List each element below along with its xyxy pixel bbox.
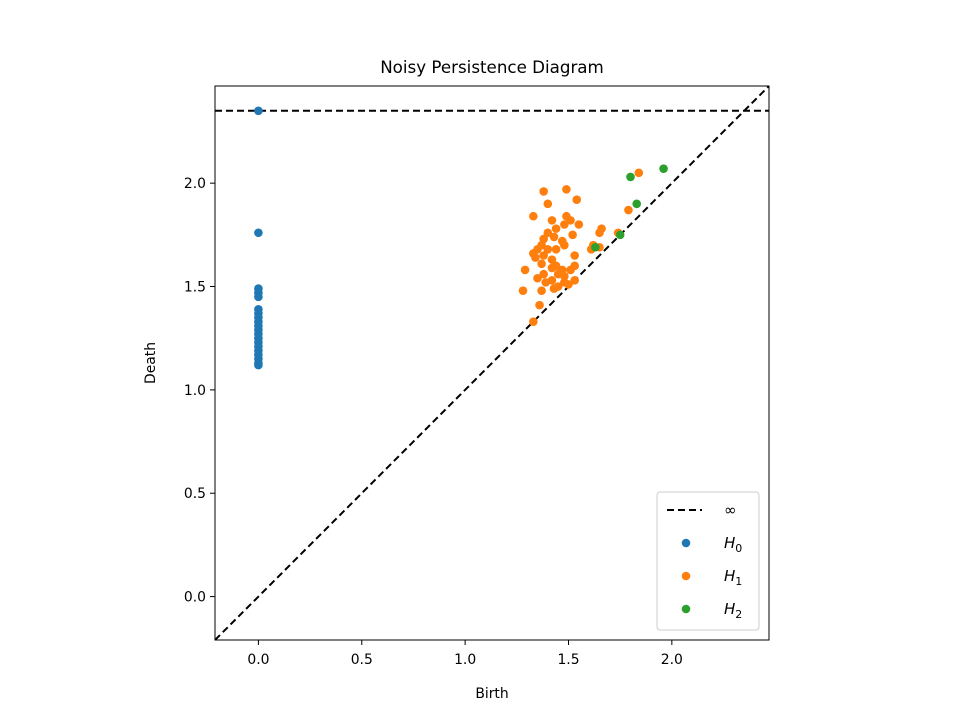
point-h1 [539,269,548,279]
point-h1 [539,187,548,196]
point-h1 [562,185,571,194]
point-h1 [549,284,559,293]
point-h1 [529,211,538,221]
point-h1 [568,230,577,240]
point-h1 [574,220,584,229]
series-h2 [591,164,668,252]
x-tick-label: 0.0 [247,652,269,668]
legend-point-swatch [681,571,691,581]
y-tick-label: 0.5 [184,486,206,502]
diagonal-line [215,86,769,640]
point-h2 [591,242,600,252]
point-h1 [572,195,582,204]
point-h1 [535,300,544,310]
point-h1 [570,276,579,285]
point-h1 [624,205,633,215]
x-tick-label: 0.5 [351,652,373,668]
point-h1 [547,216,557,225]
chart-title: Noisy Persistence Diagram [380,57,604,77]
point-h1 [543,245,553,254]
point-h2 [626,172,635,182]
point-h1 [547,255,557,264]
point-h2 [632,199,642,209]
y-axis-label: Death [143,342,159,384]
point-h1 [564,280,573,289]
x-tick-label: 2.0 [661,652,683,668]
point-h1 [547,263,557,273]
y-axis: 0.0 0.5 1.0 1.5 2.0 [184,176,215,606]
point-h0 [254,228,263,238]
point-h2 [615,230,625,240]
point-h1 [543,199,553,209]
point-h1 [560,240,569,250]
series-h1 [518,168,644,326]
point-h1 [595,228,604,238]
point-h0 [254,106,263,116]
x-axis-label: Birth [475,686,508,702]
axes-frame [214,85,770,641]
point-h1 [560,271,569,281]
point-h1 [518,286,528,295]
legend-point-swatch [681,604,691,614]
point-h1 [537,259,546,269]
x-tick-label: 1.0 [454,652,476,668]
legend-entry-label: H0 [724,534,742,555]
point-h1 [529,317,538,326]
point-h1 [533,273,542,283]
y-tick-label: 2.0 [184,176,206,192]
legend-box [656,491,760,631]
point-h1 [560,220,569,229]
point-h1 [570,261,579,271]
point-h1 [570,251,579,260]
point-h1 [551,224,561,233]
point-h0 [254,360,263,370]
y-tick-label: 1.5 [184,280,206,296]
point-h1 [539,251,548,260]
point-h1 [566,216,575,225]
point-h1 [541,278,551,287]
legend-point-swatch [681,538,691,548]
legend: ∞ H0 H1 H2 [656,491,760,631]
legend-entry-label: H2 [724,600,742,621]
point-h1 [537,286,546,295]
point-h1 [634,168,644,178]
point-h1 [543,228,553,238]
legend-entry-label: ∞ [724,501,737,519]
point-h2 [659,164,668,173]
x-axis: 0.0 0.5 1.0 1.5 2.0 [247,640,683,668]
point-h1 [549,232,559,242]
point-h1 [520,265,530,275]
y-tick-label: 0.0 [184,590,206,606]
plot-area [215,86,769,640]
point-h1 [531,253,540,262]
point-h0 [254,292,263,302]
legend-entry-label: H1 [724,567,742,588]
y-tick-label: 1.0 [184,383,206,399]
x-tick-label: 1.5 [557,652,579,668]
series-h0 [254,106,263,370]
point-h1 [551,245,561,254]
